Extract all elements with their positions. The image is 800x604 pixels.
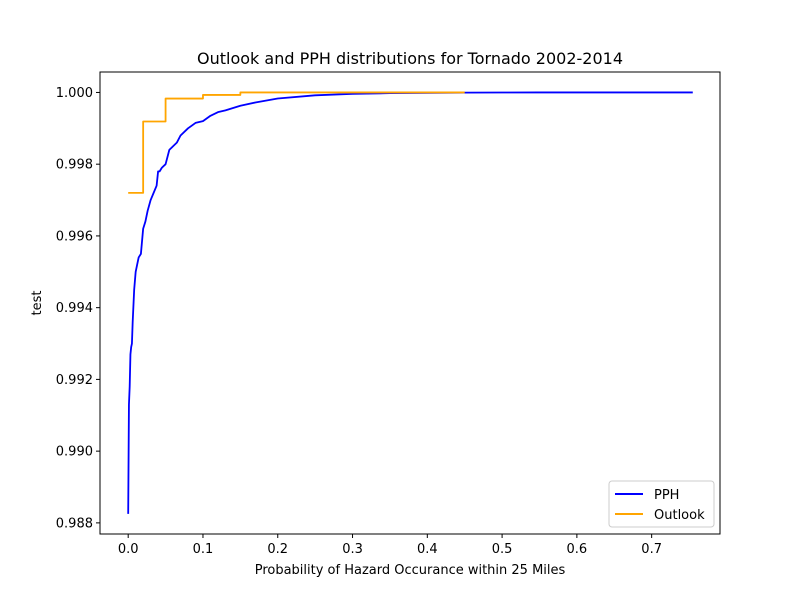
x-tick-label: 0.1 bbox=[193, 542, 214, 557]
x-axis: 0.0 0.1 0.2 0.3 0.4 0.5 0.6 0.7 bbox=[118, 534, 662, 557]
x-tick-label: 0.0 bbox=[118, 542, 139, 557]
chart-title: Outlook and PPH distributions for Tornad… bbox=[197, 49, 623, 68]
x-tick-label: 0.3 bbox=[342, 542, 363, 557]
y-axis-label: test bbox=[30, 291, 45, 316]
series-line-outlook bbox=[128, 91, 465, 194]
y-tick-label: 1.000 bbox=[56, 86, 93, 101]
plot-area bbox=[99, 71, 721, 535]
legend-label-outlook: Outlook bbox=[654, 508, 705, 523]
y-tick-label: 0.996 bbox=[56, 229, 93, 244]
y-axis: 0.988 0.990 0.992 0.994 0.996 0.998 1.000 bbox=[56, 86, 100, 531]
x-tick-label: 0.6 bbox=[567, 542, 588, 557]
y-tick-label: 0.988 bbox=[56, 516, 93, 531]
legend-label-pph: PPH bbox=[654, 488, 679, 503]
plot-frame bbox=[99, 71, 721, 535]
x-tick-label: 0.7 bbox=[641, 542, 662, 557]
legend-items: PPH Outlook bbox=[615, 488, 705, 523]
x-tick-label: 0.2 bbox=[267, 542, 288, 557]
x-tick-label: 0.4 bbox=[417, 542, 438, 557]
y-tick-label: 0.994 bbox=[56, 301, 93, 316]
y-tick-label: 0.998 bbox=[56, 158, 93, 173]
y-tick-label: 0.990 bbox=[56, 445, 93, 460]
series-layer bbox=[127, 91, 693, 514]
x-axis-label: Probability of Hazard Occurance within 2… bbox=[255, 563, 566, 578]
legend-box bbox=[608, 480, 715, 528]
legend: PPH Outlook bbox=[608, 480, 715, 528]
x-tick-label: 0.5 bbox=[492, 542, 513, 557]
y-tick-label: 0.992 bbox=[56, 373, 93, 388]
